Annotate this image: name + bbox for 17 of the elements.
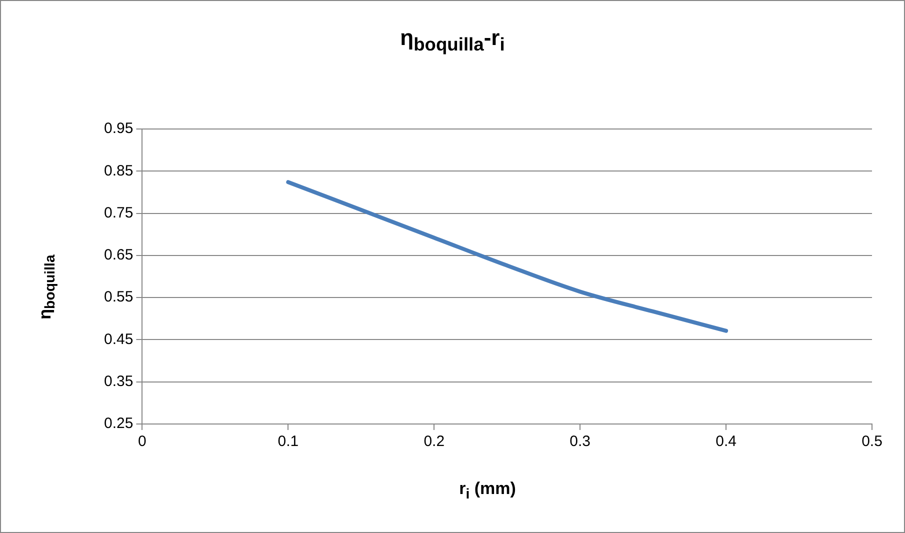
x-tick-label: 0.1 <box>278 433 299 450</box>
x-axis-title: r$_{i}$ (mm) <box>458 479 517 502</box>
x-tick-label: 0.5 <box>862 433 882 450</box>
y-tick-label: 0.55 <box>104 288 134 306</box>
x-tick-label: 0.3 <box>570 433 591 450</box>
chart-title: η$_{boquilla}$-r$_{i}$ <box>399 25 506 56</box>
y-tick-label: 0.95 <box>104 120 134 138</box>
y-tick-label: 0.65 <box>104 246 134 264</box>
x-tick-label: 0.4 <box>716 433 736 450</box>
y-tick-label: 0.45 <box>104 330 134 348</box>
y-tick-label: 0.25 <box>104 415 134 432</box>
y-tick-label: 0.75 <box>104 204 134 222</box>
y-tick-label: 0.85 <box>104 162 134 180</box>
x-tick-label: 0.2 <box>424 433 445 450</box>
y-tick-label: 0.35 <box>104 373 134 390</box>
line-series <box>286 180 728 333</box>
x-tick-label: 0 <box>138 433 146 450</box>
